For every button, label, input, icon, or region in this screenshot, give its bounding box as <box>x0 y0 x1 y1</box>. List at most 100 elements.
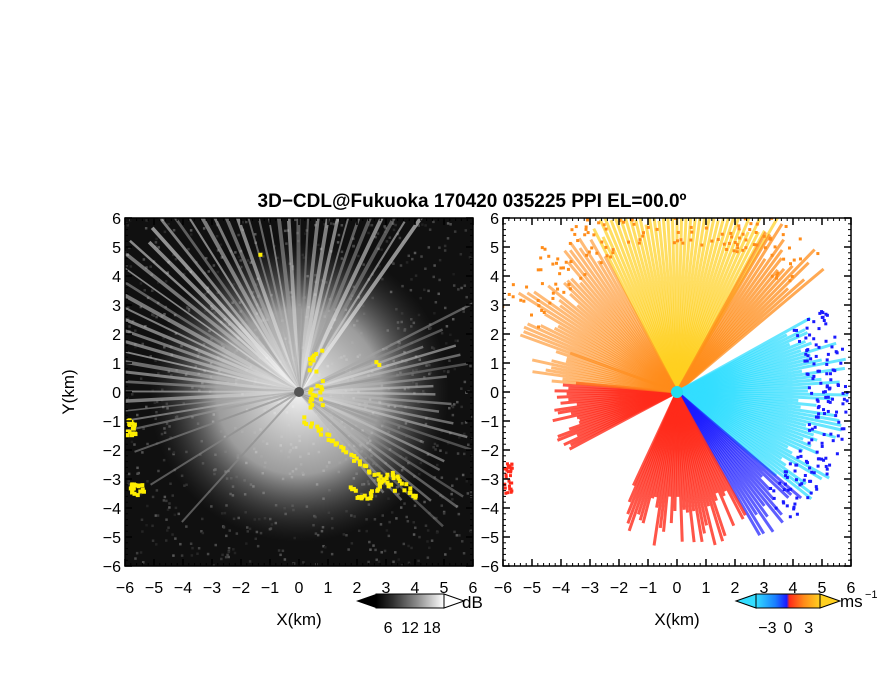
snr-noise-pixel <box>456 400 459 404</box>
snr-y-tick-label: −6 <box>103 559 121 576</box>
velocity-edge-pixel <box>519 298 523 302</box>
snr-noise-pixel <box>440 476 444 479</box>
snr-highlight-pixel <box>320 387 325 392</box>
snr-noise-pixel <box>154 241 158 244</box>
velocity-edge-pixel <box>822 412 826 416</box>
velocity-x-tick-label: −4 <box>552 580 570 597</box>
velocity-edge-pixel <box>689 225 693 229</box>
velocity-colorbar: −3 0 3 ms −1 <box>734 589 878 637</box>
velocity-edge-pixel <box>824 464 828 468</box>
snr-highlight-pixel <box>315 424 320 429</box>
snr-noise-pixel <box>142 258 146 261</box>
snr-x-tick-label: −4 <box>174 580 192 597</box>
velocity-edge-pixel <box>547 254 551 258</box>
velocity-edge-pixel <box>551 296 555 300</box>
snr-noise-pixel <box>152 314 156 317</box>
snr-noise-pixel <box>191 546 194 550</box>
snr-noise-pixel <box>219 243 223 246</box>
snr-noise-pixel <box>302 561 305 564</box>
snr-noise-pixel <box>376 232 380 235</box>
snr-noise-pixel <box>157 469 160 473</box>
velocity-edge-pixel <box>812 374 816 378</box>
velocity-edge-pixel <box>506 470 510 474</box>
snr-echo-beam <box>268 218 300 393</box>
velocity-edge-pixel <box>793 469 797 473</box>
velocity-axes: −6 −5 −4 −3 −2 −1 0 1 2 3 4 5 6 −6 −5 −4 −3 −2 −1 0 1 2 3 4 5 6 <box>481 211 856 597</box>
snr-noise-pixel <box>452 403 456 406</box>
velocity-edge-pixel <box>839 361 843 365</box>
velocity-y-tick-label: 4 <box>490 269 499 286</box>
snr-noise-pixel <box>155 489 159 492</box>
velocity-edge-pixel <box>772 496 776 500</box>
velocity-edge-pixel <box>505 467 509 471</box>
snr-noise-pixel <box>216 249 220 252</box>
velocity-edge-pixel <box>782 257 786 261</box>
snr-highlight-pixel <box>320 348 325 353</box>
velocity-edge-pixel <box>792 507 796 511</box>
snr-noise-pixel <box>444 342 448 345</box>
velocity-edge-pixel <box>798 339 802 343</box>
snr-highlight-pixel <box>368 496 373 501</box>
snr-noise-pixel <box>462 552 466 555</box>
velocity-edge-pixel <box>510 489 514 493</box>
snr-noise-pixel <box>410 278 413 281</box>
snr-highlight-pixel <box>365 496 370 501</box>
snr-noise-pixel <box>141 451 144 454</box>
snr-noise-pixel <box>424 224 427 227</box>
snr-noise-pixel <box>438 258 442 262</box>
velocity-edge-pixel <box>826 400 830 404</box>
snr-noise-pixel <box>462 310 465 313</box>
snr-noise-pixel <box>471 415 473 418</box>
velocity-edge-pixel <box>845 399 849 403</box>
snr-noise-pixel <box>214 543 217 547</box>
velocity-edge-pixel <box>559 266 563 270</box>
velocity-x-tick-label: 4 <box>789 580 798 597</box>
velocity-beam <box>676 316 812 394</box>
velocity-edge-pixel <box>829 378 833 382</box>
snr-echo-beam <box>125 339 300 394</box>
snr-noise-pixel <box>281 549 285 553</box>
snr-noise-pixel <box>180 554 184 557</box>
snr-noise-pixel <box>172 554 175 557</box>
snr-noise-pixel <box>182 272 186 276</box>
snr-noise-pixel <box>443 306 447 310</box>
snr-noise-pixel <box>413 504 417 507</box>
snr-noise-pixel <box>233 551 237 555</box>
snr-highlight-pixel <box>311 358 316 363</box>
snr-highlight-pixel <box>341 448 346 453</box>
velocity-edge-pixel <box>781 233 785 237</box>
velocity-edge-pixel <box>681 241 685 245</box>
velocity-edge-pixel <box>816 457 820 461</box>
velocity-edge-pixel <box>536 299 540 303</box>
velocity-edge-pixel <box>834 414 838 418</box>
snr-noise-pixel <box>168 502 171 505</box>
snr-noise-pixel <box>372 544 375 547</box>
snr-echo-beam <box>134 391 300 453</box>
snr-noise-pixel <box>253 233 257 236</box>
velocity-edge-pixel <box>632 222 636 226</box>
velocity-edge-pixel <box>817 327 821 331</box>
snr-noise-pixel <box>256 544 260 548</box>
snr-noise-pixel <box>127 480 130 483</box>
velocity-edge-pixel <box>806 354 810 358</box>
snr-echo-beam <box>125 317 300 394</box>
snr-noise-pixel <box>374 235 377 239</box>
snr-noise-pixel <box>414 274 418 277</box>
snr-highlight-pixel <box>130 490 135 495</box>
velocity-edge-pixel <box>536 268 540 272</box>
velocity-edge-pixel <box>573 232 577 236</box>
velocity-edge-pixel <box>604 245 608 249</box>
snr-highlight-pixel <box>386 484 391 489</box>
snr-highlight-pixel <box>339 444 344 449</box>
snr-colorbar-unit: dB <box>462 593 483 612</box>
snr-echo-beam <box>125 250 301 394</box>
velocity-edge-pixel <box>673 218 677 220</box>
snr-highlight-pixel <box>385 472 390 477</box>
snr-echo-beam <box>297 218 320 393</box>
velocity-edge-pixel <box>833 369 837 373</box>
velocity-edge-pixel <box>841 402 845 406</box>
velocity-edge-pixel <box>567 282 571 286</box>
velocity-edge-pixel <box>828 463 832 467</box>
velocity-y-tick-label: −2 <box>481 443 499 460</box>
velocity-y-tick-label: 5 <box>490 240 499 257</box>
